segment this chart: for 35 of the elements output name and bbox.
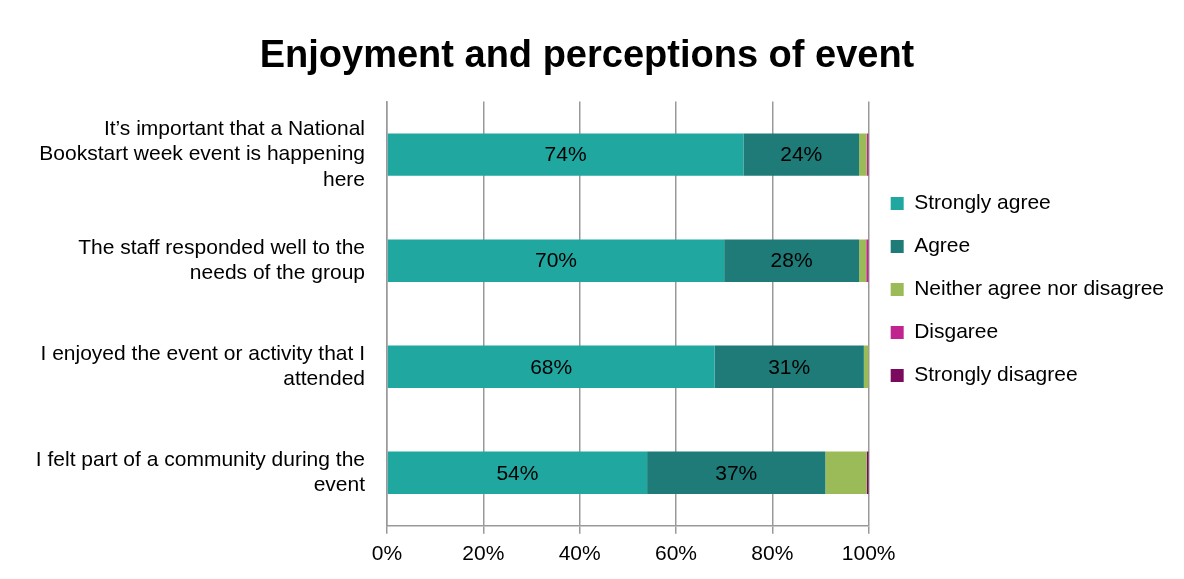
bar: [714, 345, 864, 388]
data-label: 68%: [530, 354, 573, 378]
data-label: 37%: [715, 460, 758, 484]
x-tick-label: 40%: [558, 541, 601, 565]
x-tick-label: 20%: [462, 541, 505, 565]
legend-label: Strongly agree: [914, 190, 1051, 214]
data-label: 31%: [768, 354, 811, 378]
legend-label: Disgaree: [914, 319, 999, 343]
bar: [387, 239, 725, 282]
x-tick-label: 0%: [371, 541, 403, 565]
bar: [387, 451, 648, 494]
bar: [859, 239, 867, 282]
y-tick-label: I felt part of a community during the event: [35, 446, 366, 496]
bar: [724, 239, 860, 282]
legend-label: Agree: [914, 233, 971, 257]
y-tick-label: The staff responded well to the needs of the group: [78, 234, 365, 284]
chart-title: Enjoyment and perceptions of event: [259, 33, 915, 76]
bar: [859, 133, 867, 176]
x-tick-label: 60%: [654, 541, 698, 565]
data-label: 24%: [780, 142, 823, 166]
y-tick-label: It’s important that a National Bookstart week event is happening here: [39, 116, 365, 190]
y-tick-label: I enjoyed the event or activity that I attended: [40, 340, 365, 390]
bar: [647, 451, 826, 494]
bar: [825, 451, 867, 494]
bar: [743, 133, 860, 176]
legend-label: Neither agree nor disagree: [914, 276, 1165, 300]
data-label: 54%: [496, 460, 539, 484]
data-label: 70%: [534, 248, 577, 272]
x-tick-label: 80%: [751, 541, 794, 565]
data-label: 28%: [770, 248, 813, 272]
bar: [387, 345, 715, 388]
data-label: 74%: [544, 142, 587, 166]
bar: [387, 133, 744, 176]
x-tick-label: 100%: [841, 541, 896, 565]
legend-label: Strongly disagree: [914, 362, 1078, 386]
